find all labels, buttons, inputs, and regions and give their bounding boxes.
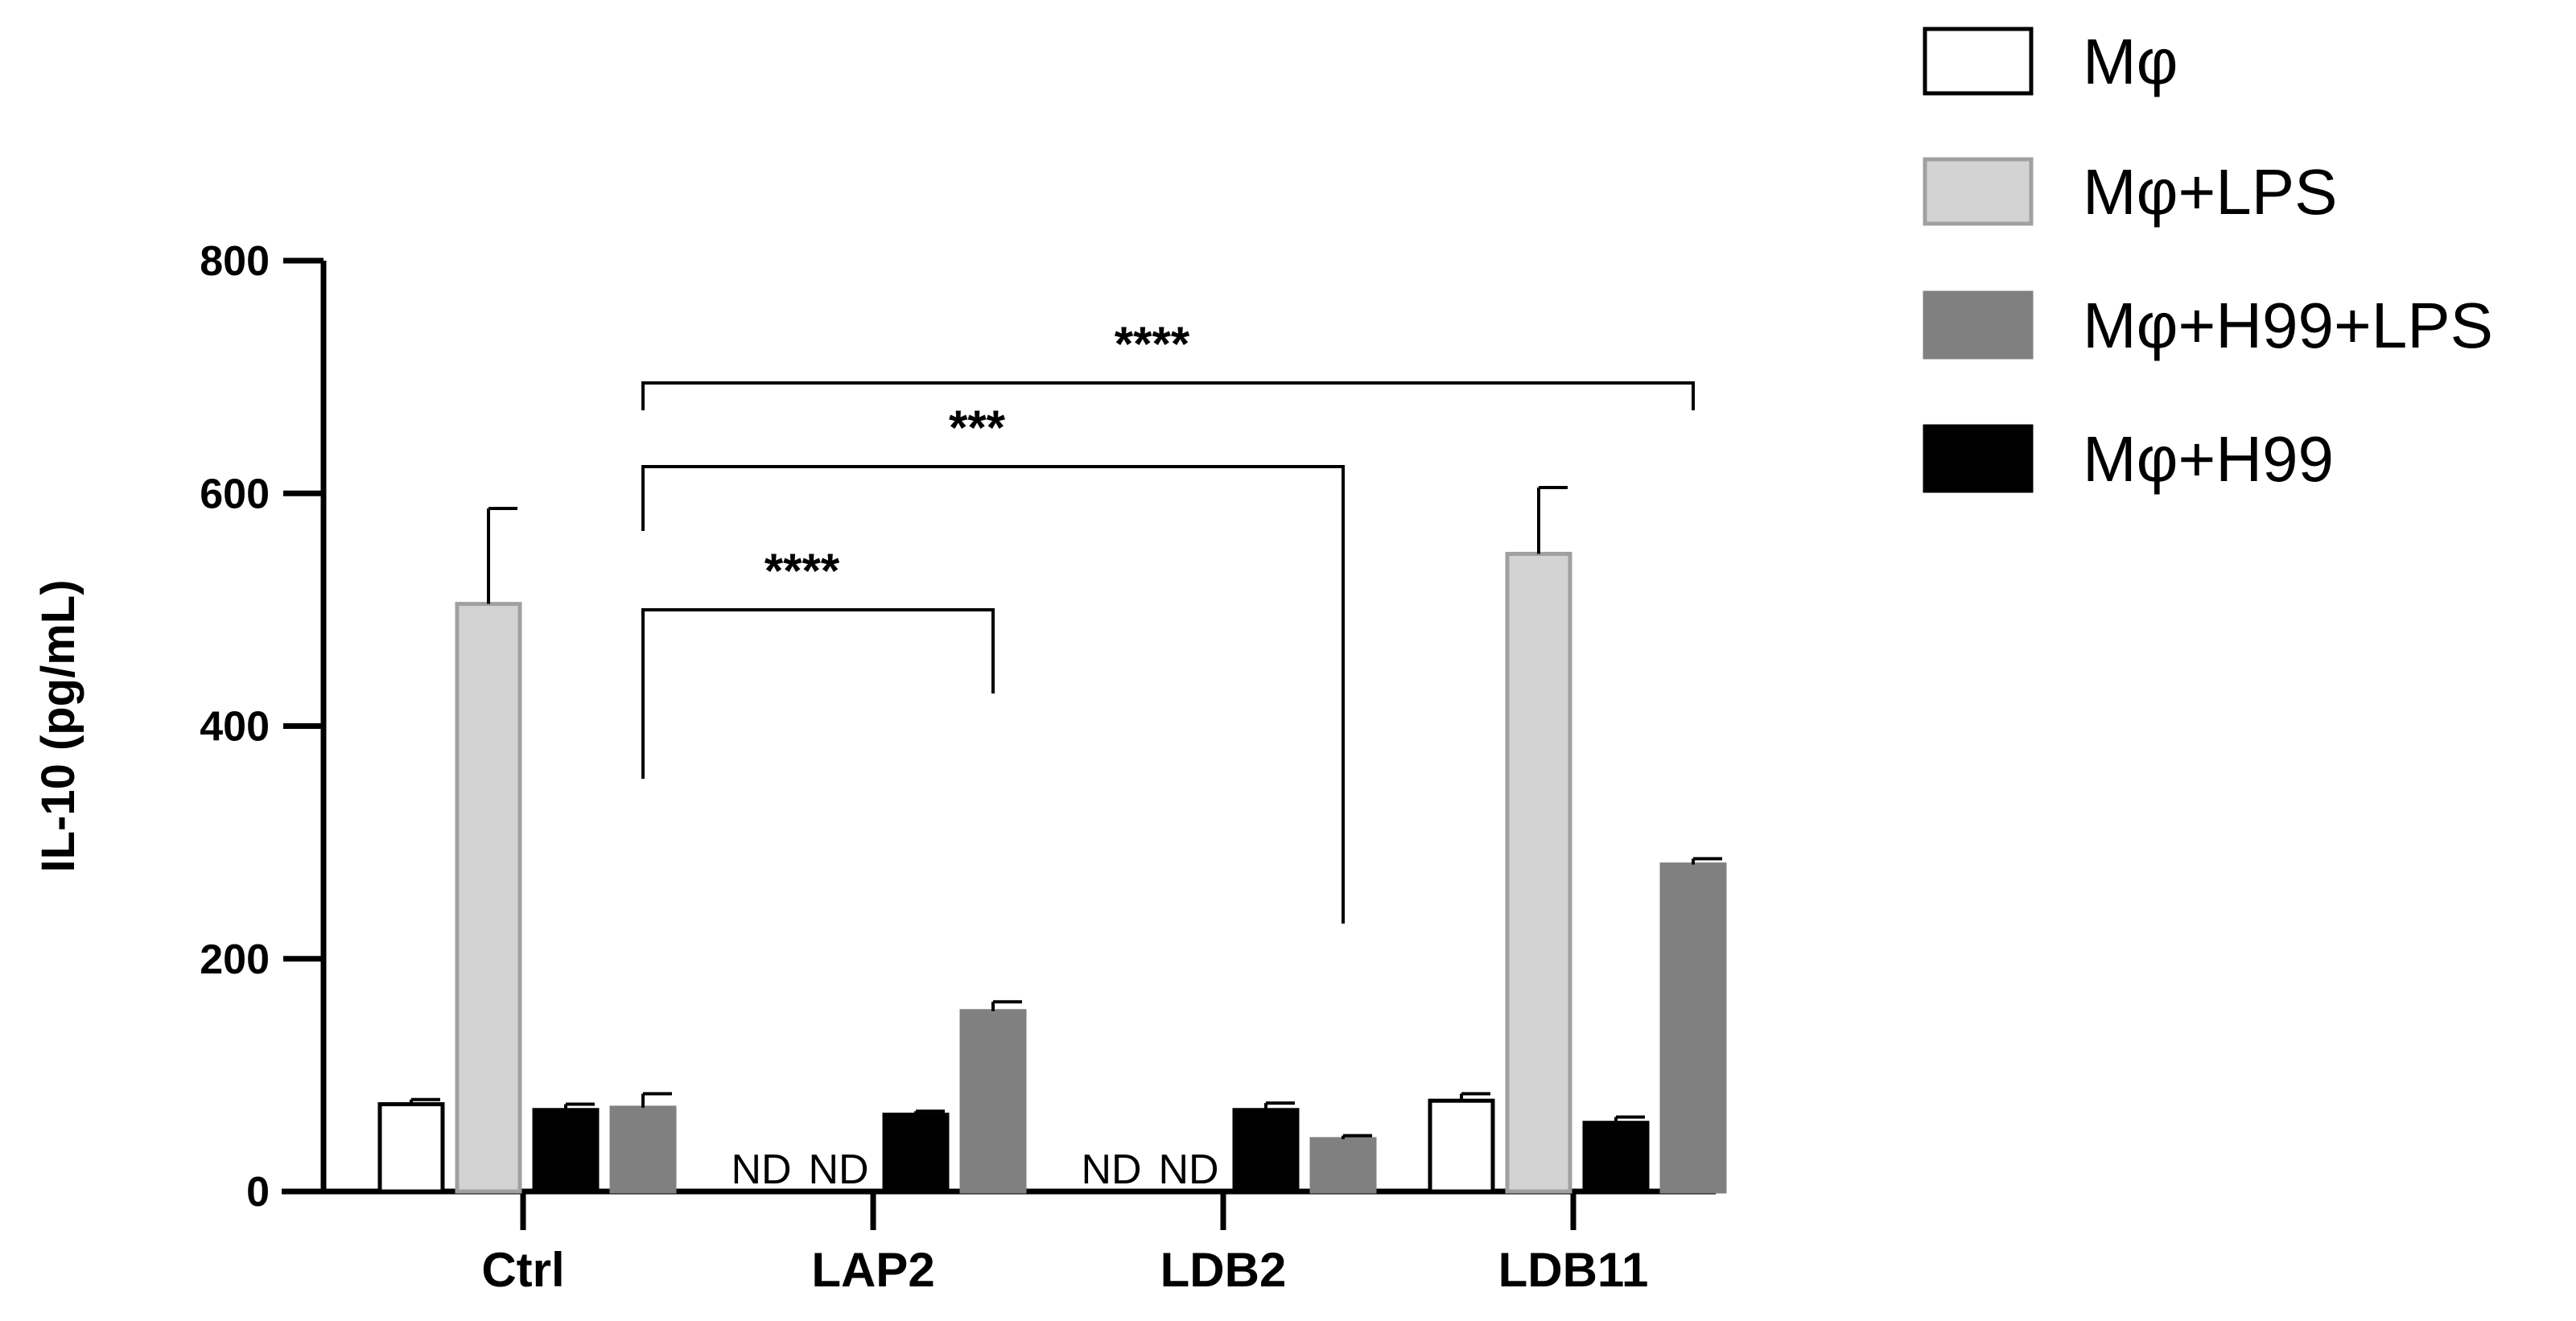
x-tick-label: LAP2 (811, 1243, 934, 1297)
legend-label: Mφ+H99+LPS (2083, 290, 2493, 361)
significance-bracket (641, 465, 1345, 924)
not-detected-label: ND (731, 1146, 791, 1193)
not-detected-label: ND (808, 1146, 868, 1193)
significance-bracket (641, 381, 1695, 410)
significance-label: **** (1115, 317, 1190, 371)
bar (1659, 862, 1727, 1194)
bar (377, 1102, 445, 1194)
bar (1428, 1098, 1495, 1194)
y-tick-label: 400 (200, 704, 270, 751)
bar (609, 1105, 677, 1194)
significance-label: **** (765, 544, 840, 598)
significance-bracket (641, 608, 995, 779)
bar (959, 1009, 1027, 1194)
legend-swatch (1923, 424, 2034, 493)
axes-group: 0 200 400 600 800 IL-10 (pg/mL) Ctrl LAP2 LDB2 LD… (32, 238, 1716, 1297)
bar (455, 602, 522, 1194)
bars-group: ND ND ND ND (377, 486, 1727, 1194)
not-detected-label: ND (1158, 1146, 1218, 1193)
y-axis-title: IL-10 (pg/mL) (32, 579, 84, 872)
legend-swatch (1923, 157, 2034, 226)
bar (1505, 551, 1572, 1194)
bar (882, 1113, 950, 1194)
x-tick-label: LDB11 (1498, 1243, 1649, 1297)
legend-label: Mφ+LPS (2083, 156, 2337, 228)
x-tick-label: Ctrl (481, 1243, 564, 1297)
y-tick-label: 200 (200, 936, 270, 983)
bar (1309, 1137, 1377, 1194)
bar (532, 1108, 600, 1194)
y-tick-label: 0 (246, 1169, 270, 1216)
significance-label: *** (949, 401, 1006, 455)
legend-swatch (1923, 290, 2034, 360)
bar (1582, 1121, 1650, 1194)
bar (1232, 1108, 1300, 1194)
annotations-group: *********** (641, 317, 1695, 924)
legend-label: Mφ+H99 (2083, 423, 2334, 495)
legend-swatch (1923, 27, 2034, 96)
not-detected-label: ND (1081, 1146, 1141, 1193)
legend-label: Mφ (2083, 26, 2178, 97)
legend-group: Mφ Mφ+LPS Mφ+H99+LPS Mφ+H99 (1923, 26, 2493, 495)
y-tick-label: 600 (200, 471, 270, 517)
y-tick-label: 800 (200, 238, 270, 285)
x-tick-label: LDB2 (1160, 1243, 1287, 1297)
